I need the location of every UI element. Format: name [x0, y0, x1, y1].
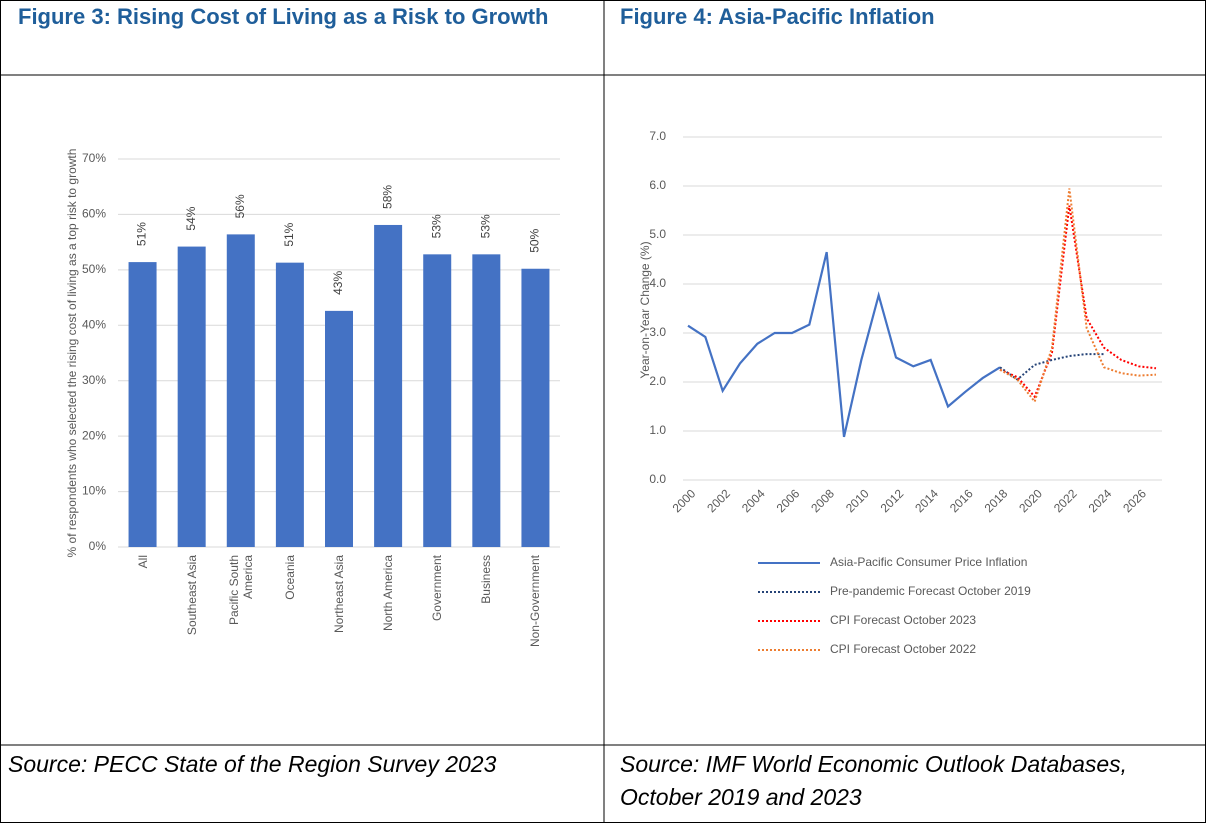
data-label: 53% — [479, 214, 493, 238]
bar — [128, 262, 157, 547]
x-tick-label: Oceania — [282, 555, 297, 600]
data-label: 58% — [380, 185, 394, 209]
x-tick-label: 2022 — [1051, 486, 1080, 515]
x-tick-label: 2010 — [843, 486, 872, 515]
x-tick-label: Non-Government — [528, 555, 543, 648]
y-tick-label: 40% — [82, 317, 106, 331]
x-tick-label: 2020 — [1016, 486, 1045, 515]
figure-source: Source: IMF World Economic Outlook Datab… — [620, 751, 1128, 810]
x-tick-label: 2002 — [704, 486, 733, 515]
y-tick-label: 6.0 — [649, 178, 666, 192]
x-tick-label: Business — [479, 555, 494, 604]
y-tick-label: 0.0 — [649, 472, 666, 486]
data-label: 43% — [331, 271, 345, 295]
y-tick-label: 3.0 — [649, 325, 666, 339]
x-tick-label: Southeast Asia — [184, 555, 199, 636]
y-tick-label: 70% — [82, 151, 106, 165]
x-tick-label: North America — [381, 555, 396, 632]
data-label: 50% — [528, 228, 542, 252]
data-label: 54% — [184, 206, 198, 230]
x-tick-label: 2000 — [670, 486, 699, 515]
legend-label: CPI Forecast October 2023 — [830, 613, 976, 627]
x-tick-label: 2018 — [982, 486, 1011, 515]
bar — [423, 254, 452, 547]
y-tick-label: 1.0 — [649, 423, 666, 437]
y-axis-title: % of respondents who selected the rising… — [65, 148, 79, 558]
series-line — [999, 205, 1157, 399]
x-tick-label: All — [135, 555, 150, 569]
y-tick-label: 60% — [82, 207, 106, 221]
data-label: 53% — [429, 214, 443, 238]
x-tick-label: 2026 — [1120, 486, 1149, 515]
x-tick-label: 2006 — [774, 486, 803, 515]
figure-title: Figure 3: Rising Cost of Living as a Ris… — [18, 4, 549, 29]
bar — [177, 246, 206, 547]
x-tick-label: 2008 — [808, 486, 837, 515]
x-tick-label: 2016 — [947, 486, 976, 515]
y-tick-label: 20% — [82, 428, 106, 442]
y-tick-label: 30% — [82, 373, 106, 387]
x-tick-label: 2004 — [739, 486, 768, 515]
y-tick-label: 5.0 — [649, 227, 666, 241]
x-tick-label: Pacific South America — [226, 555, 255, 626]
y-tick-label: 7.0 — [649, 129, 666, 143]
figure-source: Source: PECC State of the Region Survey … — [8, 751, 497, 777]
x-tick-label: 2012 — [878, 486, 907, 515]
y-tick-label: 50% — [82, 262, 106, 276]
legend-label: Asia-Pacific Consumer Price Inflation — [830, 555, 1027, 569]
bar — [275, 262, 304, 547]
series-line — [999, 188, 1157, 404]
y-tick-label: 4.0 — [649, 276, 666, 290]
y-tick-label: 2.0 — [649, 374, 666, 388]
legend-label: CPI Forecast October 2022 — [830, 642, 976, 656]
bar — [226, 234, 255, 547]
series-line — [687, 251, 1001, 438]
x-tick-label: 2014 — [912, 486, 941, 515]
legend-label: Pre-pandemic Forecast October 2019 — [830, 584, 1031, 598]
bar — [374, 224, 403, 547]
data-label: 56% — [233, 194, 247, 218]
y-tick-label: 10% — [82, 484, 106, 498]
data-label: 51% — [135, 222, 149, 246]
x-tick-label: Northeast Asia — [332, 555, 346, 634]
bar — [325, 310, 353, 547]
figure-title: Figure 4: Asia-Pacific Inflation — [620, 4, 935, 29]
x-tick-label: Government — [430, 555, 445, 622]
bar — [521, 268, 550, 547]
y-tick-label: 0% — [89, 539, 107, 553]
x-tick-label: 2024 — [1086, 486, 1115, 515]
data-label: 51% — [282, 222, 296, 246]
series-line — [999, 353, 1104, 381]
bar — [472, 254, 501, 547]
y-axis-title: Year-on-Year Change (%) — [638, 241, 652, 379]
